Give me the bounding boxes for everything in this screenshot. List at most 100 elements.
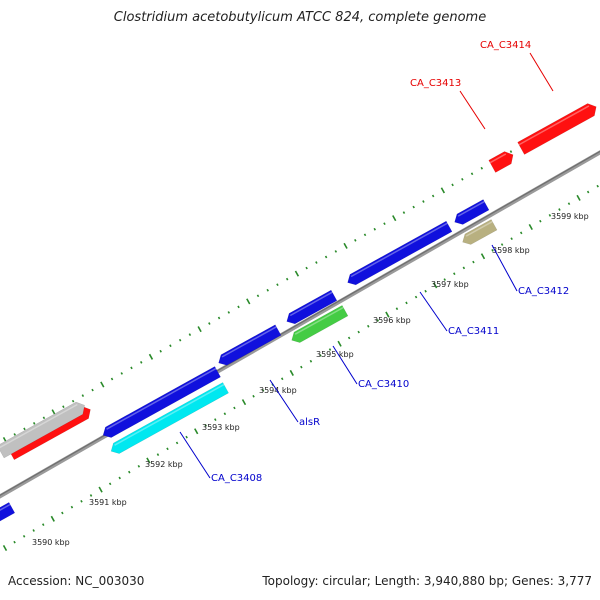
tick-mark-inner: [528, 224, 533, 231]
tick-mark-inner: [50, 515, 55, 522]
tick-mark-outer: [169, 344, 172, 348]
gene-CA_C3414: [517, 103, 597, 155]
tick-mark-inner: [539, 219, 542, 223]
tick-mark-inner: [462, 266, 466, 270]
tick-mark-inner: [194, 428, 199, 435]
tick-mark-inner: [156, 453, 160, 456]
tick-mark-outer: [100, 381, 105, 388]
gene-edge-left-highlight: [0, 503, 11, 511]
gene-CA_C3410-trna: [291, 305, 349, 343]
tick-mark-inner: [280, 377, 284, 381]
tick-mark-inner: [480, 253, 486, 260]
tick-mark-inner: [385, 311, 390, 318]
tick-mark-inner: [337, 340, 342, 347]
tick-mark-inner: [2, 544, 8, 552]
tick-mark-outer: [363, 233, 367, 237]
tick-mark-inner: [309, 359, 313, 363]
tick-mark-inner: [261, 389, 265, 392]
gene-labels: 3590 kbp 3591 kbp 3592 kbp 3593 kbp 3594 kbp…: [32, 40, 589, 547]
tick-mark-outer: [159, 349, 162, 353]
tick-mark-outer: [110, 377, 114, 381]
tick-mark-inner: [13, 540, 16, 544]
tick-mark-inner: [414, 295, 418, 299]
tick-mark-outer: [480, 166, 484, 170]
tick-mark-inner: [204, 424, 207, 427]
map-title: Clostridium acetobutylicum ATCC 824, com…: [113, 10, 487, 25]
tick-mark-outer: [461, 177, 464, 181]
gene-features: [0, 103, 597, 522]
tick-mark-outer: [130, 366, 133, 370]
gene-CA_C3412-cds: [454, 199, 490, 225]
tick-mark-outer: [148, 353, 154, 360]
gene-CA_C3414-highlight: [518, 105, 590, 146]
gene-CA_C3410-cds-highlight: [289, 291, 333, 317]
gene-alsR-highlight: [221, 326, 277, 358]
tick-mark-outer: [42, 416, 46, 420]
tick-mark-inner: [596, 184, 599, 188]
tick-mark-outer: [178, 338, 182, 342]
gene-label: alsR: [299, 417, 320, 428]
backbone-core: [0, 150, 600, 496]
tick-mark-inner: [108, 482, 112, 486]
genome-backbone: [0, 150, 600, 499]
scale-label: 3594 kbp: [259, 386, 297, 395]
gene-label-leader: [179, 431, 211, 479]
tick-mark-inner: [567, 202, 571, 206]
tick-mark-inner: [137, 464, 141, 468]
tick-mark-inner: [233, 406, 236, 410]
tick-mark-inner: [519, 231, 523, 235]
scale-label: 3592 kbp: [145, 460, 183, 469]
tick-mark-outer: [451, 183, 454, 187]
tick-mark-outer: [256, 294, 260, 298]
tick-mark-inner: [347, 336, 351, 340]
tick-mark-outer: [227, 311, 231, 314]
tick-mark-inner: [376, 319, 380, 322]
tick-mark-inner: [548, 214, 552, 217]
tick-mark-outer: [188, 333, 192, 336]
gene-CA_C3410-cds: [286, 289, 338, 325]
gene-alsR: [218, 324, 282, 366]
tick-mark-outer: [343, 242, 348, 249]
tick-mark-inner: [558, 208, 561, 211]
gene-CA_C3408-rrna: [110, 382, 229, 454]
gene-label: CA_C3410: [358, 379, 409, 390]
tick-mark-inner: [128, 470, 131, 474]
tick-mark-outer: [440, 187, 446, 194]
tick-mark-inner: [576, 194, 581, 201]
gene-CA_C3413-highlight: [489, 153, 507, 164]
tick-mark-inner: [70, 505, 74, 509]
tick-mark-outer: [13, 433, 16, 436]
tick-mark-inner: [357, 330, 360, 334]
scale-label: 3597 kbp: [431, 280, 469, 289]
tick-mark-inner: [61, 511, 64, 515]
tick-mark-inner: [98, 486, 103, 493]
gene-label-leader: [269, 379, 299, 423]
tick-mark-outer: [197, 326, 202, 333]
tick-mark-inner: [424, 289, 427, 293]
tick-mark-inner: [42, 523, 45, 527]
tick-mark-inner: [300, 365, 303, 369]
gene-edge-left: [0, 502, 16, 522]
tick-mark-inner: [395, 307, 399, 311]
gene-CA_C3411-highlight: [350, 222, 448, 278]
tick-mark-inner: [453, 272, 456, 276]
tick-mark-inner: [166, 447, 169, 451]
tick-mark-inner: [319, 354, 322, 357]
tick-mark-inner: [185, 435, 188, 439]
scale-label: 3590 kbp: [32, 538, 70, 547]
tick-mark-inner: [405, 301, 408, 305]
tick-mark-outer: [305, 266, 308, 270]
scale-label: 3595 kbp: [316, 350, 354, 359]
tick-mark-inner: [252, 394, 255, 398]
tick-mark-inner: [22, 534, 26, 538]
tick-mark-outer: [373, 227, 376, 231]
gene-label-leader: [419, 291, 448, 332]
tick-mark-outer: [285, 277, 289, 281]
tick-mark-inner: [510, 237, 513, 241]
scale-label: 3593 kbp: [202, 423, 240, 432]
tick-mark-inner: [214, 418, 217, 421]
gene-CA_C3410-trna-highlight: [294, 306, 344, 335]
tick-mark-inner: [241, 399, 247, 406]
gene-CA_C3408-cds: [102, 366, 221, 438]
